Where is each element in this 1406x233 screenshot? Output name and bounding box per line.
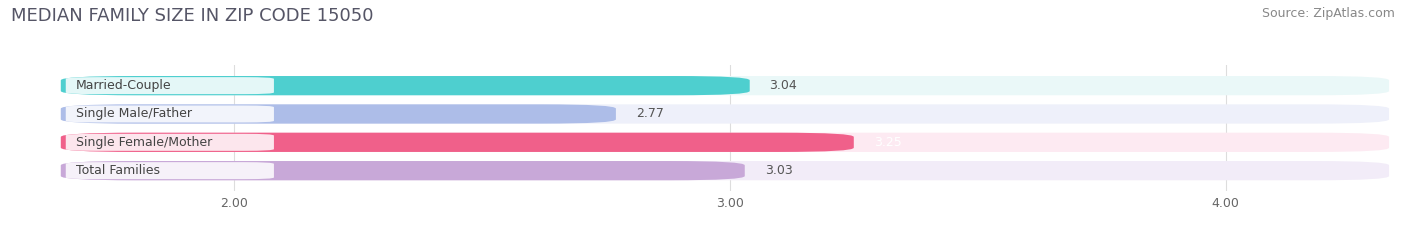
Text: 3.03: 3.03 [765,164,793,177]
FancyBboxPatch shape [66,134,274,151]
FancyBboxPatch shape [66,162,274,179]
Text: Married-Couple: Married-Couple [76,79,172,92]
FancyBboxPatch shape [60,104,616,124]
FancyBboxPatch shape [66,106,274,123]
Text: Single Female/Mother: Single Female/Mother [76,136,212,149]
FancyBboxPatch shape [60,133,853,152]
FancyBboxPatch shape [60,104,1389,124]
Text: Total Families: Total Families [76,164,160,177]
FancyBboxPatch shape [60,161,1389,180]
FancyBboxPatch shape [60,161,745,180]
Text: 2.77: 2.77 [636,107,664,120]
FancyBboxPatch shape [60,133,1389,152]
Text: 3.04: 3.04 [769,79,797,92]
FancyBboxPatch shape [60,76,1389,95]
Text: Source: ZipAtlas.com: Source: ZipAtlas.com [1261,7,1395,20]
FancyBboxPatch shape [66,77,274,94]
Text: 3.25: 3.25 [873,136,901,149]
Text: Single Male/Father: Single Male/Father [76,107,191,120]
FancyBboxPatch shape [60,76,749,95]
Text: MEDIAN FAMILY SIZE IN ZIP CODE 15050: MEDIAN FAMILY SIZE IN ZIP CODE 15050 [11,7,374,25]
